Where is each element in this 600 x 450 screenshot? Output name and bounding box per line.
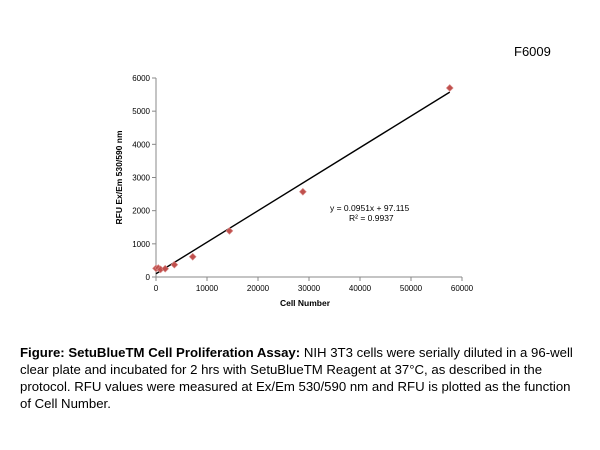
x-axis-title: Cell Number xyxy=(280,298,331,308)
y-tick-label: 4000 xyxy=(132,140,150,149)
data-point xyxy=(170,260,179,269)
x-tick-label: 50000 xyxy=(400,284,423,293)
data-point xyxy=(299,187,307,196)
x-tick-label: 30000 xyxy=(298,284,321,293)
figure-caption: Figure: SetuBlueTM Cell Proliferation As… xyxy=(20,344,582,412)
scatter-chart: 0 10000 20000 30000 40000 50000 60000 0 1000 2000… xyxy=(114,74,474,308)
x-tick-label: 40000 xyxy=(349,284,372,293)
caption-heading: Figure: SetuBlueTM Cell Proliferation As… xyxy=(20,345,301,360)
data-point xyxy=(445,84,454,92)
y-tick-label: 1000 xyxy=(132,240,150,249)
x-tick-label: 60000 xyxy=(451,284,474,293)
x-tick-label: 20000 xyxy=(247,284,270,293)
data-point xyxy=(188,252,197,261)
x-tick-label: 10000 xyxy=(196,284,219,293)
data-point xyxy=(225,227,234,235)
data-points xyxy=(152,84,454,274)
y-axis-title: RFU Ex/Em 530/590 nm xyxy=(114,130,124,224)
y-tick-label: 6000 xyxy=(132,74,150,83)
y-tick-label: 0 xyxy=(146,273,151,282)
caption-body: NIH 3T3 cells were serially diluted in a… xyxy=(20,345,573,411)
product-code: F6009 xyxy=(514,44,551,59)
chart-ticks: 0 10000 20000 30000 40000 50000 60000 0 1000 2000… xyxy=(132,74,473,293)
data-point xyxy=(161,264,170,273)
chart-axes xyxy=(155,78,462,278)
trendline xyxy=(155,91,451,275)
y-tick-label: 3000 xyxy=(132,174,150,183)
trendline-equation: y = 0.0951x + 97.115 xyxy=(330,203,410,213)
y-tick-label: 5000 xyxy=(132,107,150,116)
y-tick-label: 2000 xyxy=(132,207,150,216)
x-tick-label: 0 xyxy=(154,284,159,293)
r-squared-label: R² = 0.9937 xyxy=(349,213,394,223)
